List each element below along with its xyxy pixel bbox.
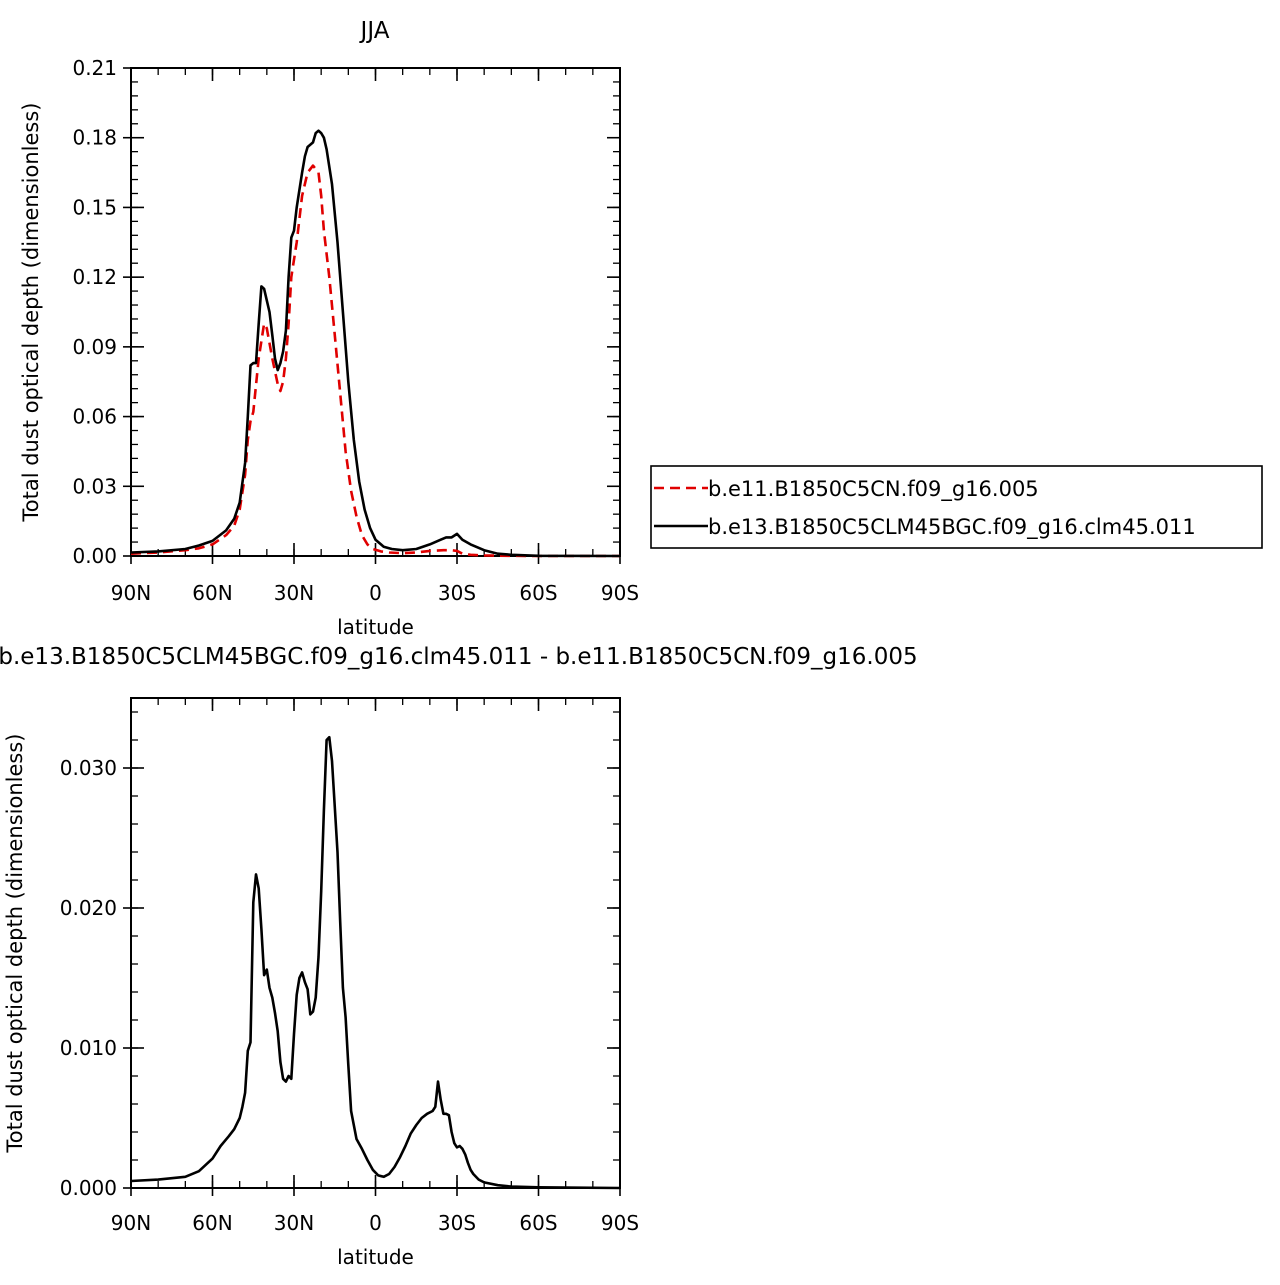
plot-frame-1 xyxy=(130,67,621,557)
y-tick-label: 0.030 xyxy=(60,756,117,780)
y-tick-label: 0.00 xyxy=(72,544,117,568)
y-tick-label: 0.020 xyxy=(60,896,117,920)
x-tick-label: 60S xyxy=(519,581,557,605)
series-line-1 xyxy=(130,735,621,1190)
y-tick-label: 0.000 xyxy=(60,1176,117,1200)
y-tick-label: 0.18 xyxy=(72,126,117,150)
y-tick-label: 0.06 xyxy=(72,405,117,429)
x-axis-label: latitude xyxy=(337,615,414,639)
x-tick-label: 60N xyxy=(192,581,232,605)
chart-title-2: b.e13.B1850C5CLM45BGC.f09_g16.clm45.011 … xyxy=(0,644,918,670)
chart-title-1: JJA xyxy=(359,18,390,44)
x-tick-label: 90S xyxy=(601,1211,639,1235)
x-tick-label: 30N xyxy=(274,1211,314,1235)
y-tick-label: 0.12 xyxy=(72,265,117,289)
x-tick-label: 30S xyxy=(438,581,476,605)
y-axis-label: Total dust optical depth (dimensionless) xyxy=(3,734,27,1154)
series-line-2 xyxy=(130,129,621,558)
y-tick-label: 0.21 xyxy=(72,56,117,80)
x-axis-label: latitude xyxy=(337,1245,414,1269)
x-tick-label: 30N xyxy=(274,581,314,605)
x-tick-label: 90N xyxy=(111,1211,151,1235)
x-tick-label: 30S xyxy=(438,1211,476,1235)
plot-frame-2 xyxy=(130,697,621,1189)
x-tick-label: 0 xyxy=(369,1211,382,1235)
y-tick-label: 0.03 xyxy=(72,474,117,498)
y-tick-label: 0.010 xyxy=(60,1036,117,1060)
x-tick-label: 90N xyxy=(111,581,151,605)
x-tick-label: 0 xyxy=(369,581,382,605)
y-tick-label: 0.15 xyxy=(72,195,117,219)
y-axis-label: Total dust optical depth (dimensionless) xyxy=(19,103,43,523)
x-tick-label: 60N xyxy=(192,1211,232,1235)
series-line-1 xyxy=(130,164,620,558)
x-tick-label: 90S xyxy=(601,581,639,605)
y-tick-label: 0.09 xyxy=(72,335,117,359)
legend-entry-1: b.e11.B1850C5CN.f09_g16.005 xyxy=(708,477,1039,502)
legend-entry-2: b.e13.B1850C5CLM45BGC.f09_g16.clm45.011 xyxy=(708,515,1196,540)
x-tick-label: 60S xyxy=(519,1211,557,1235)
legend-box xyxy=(650,465,1263,549)
